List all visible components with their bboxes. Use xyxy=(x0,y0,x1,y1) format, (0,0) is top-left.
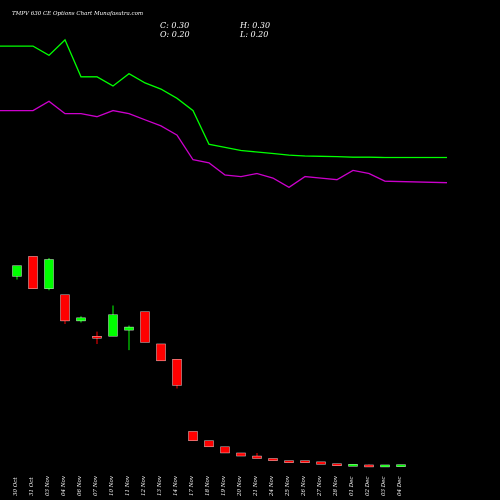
candle-11 xyxy=(188,431,198,441)
x-tick-label: 01 Dec xyxy=(349,476,355,497)
candle-0 xyxy=(12,265,22,280)
candle-6 xyxy=(108,305,118,337)
candle-14 xyxy=(236,452,246,457)
x-tick-label: 20 Nov xyxy=(237,476,243,496)
x-tick-label: 11 Nov xyxy=(125,476,131,496)
x-tick-label: 04 Nov xyxy=(61,476,67,496)
x-tick-label: 10 Nov xyxy=(109,476,115,496)
candle-10 xyxy=(172,359,182,389)
candle-body xyxy=(92,336,102,339)
candle-21 xyxy=(348,464,358,467)
x-tick-label: 12 Nov xyxy=(141,476,147,496)
candle-body xyxy=(124,326,134,331)
candle-body xyxy=(204,440,214,448)
x-tick-label: 28 Nov xyxy=(333,476,339,496)
candle-body xyxy=(108,314,118,337)
chart-title: TMPV 630 CE Options Chart Munafasutra.co… xyxy=(12,11,144,17)
candle-body xyxy=(172,359,182,386)
x-tick-label: 24 Nov xyxy=(269,476,275,496)
x-tick-label: 26 Nov xyxy=(301,476,307,496)
candle-body xyxy=(60,294,70,322)
candle-body xyxy=(188,431,198,441)
candle-9 xyxy=(156,343,166,362)
candle-body xyxy=(396,464,406,467)
candle-body xyxy=(284,460,294,463)
x-tick-label: 17 Nov xyxy=(189,476,195,496)
candle-body xyxy=(140,311,150,343)
x-tick-label: 07 Nov xyxy=(93,476,99,496)
candle-16 xyxy=(268,458,278,461)
candle-body xyxy=(44,259,54,289)
candle-body xyxy=(12,265,22,277)
open-label: O: 0.20 xyxy=(160,30,190,39)
candle-body xyxy=(300,460,310,463)
candle-4 xyxy=(76,316,86,323)
candle-17 xyxy=(284,460,294,463)
candle-body xyxy=(220,446,230,454)
x-tick-label: 14 Nov xyxy=(173,476,179,496)
candle-24 xyxy=(396,464,406,467)
series-line-1 xyxy=(0,100,448,189)
candle-body xyxy=(268,458,278,461)
candle-3 xyxy=(60,294,70,324)
candle-22 xyxy=(364,464,374,468)
candle-body xyxy=(348,464,358,467)
x-tick-label: 31 Oct xyxy=(29,477,35,496)
candle-13 xyxy=(220,446,230,454)
candle-15 xyxy=(252,452,262,459)
x-tick-label: 02 Dec xyxy=(365,476,371,497)
candle-body xyxy=(380,464,390,468)
x-tick-label: 03 Nov xyxy=(45,476,51,496)
candle-12 xyxy=(204,440,214,448)
candle-body xyxy=(332,463,342,466)
x-tick-label: 06 Nov xyxy=(77,476,83,496)
candle-19 xyxy=(316,461,326,465)
x-tick-label: 19 Nov xyxy=(221,476,227,496)
candle-1 xyxy=(28,256,38,289)
candle-2 xyxy=(44,257,54,291)
candle-body xyxy=(76,317,86,322)
close-label: C: 0.30 xyxy=(160,21,190,30)
candle-body xyxy=(236,452,246,457)
candle-8 xyxy=(140,311,150,343)
x-tick-label: 21 Nov xyxy=(253,476,259,496)
candle-body xyxy=(252,455,262,459)
candle-body xyxy=(28,256,38,289)
candle-23 xyxy=(380,464,390,468)
candle-body xyxy=(156,343,166,362)
candle-7 xyxy=(124,325,134,351)
x-tick-label: 13 Nov xyxy=(157,476,163,496)
candle-body xyxy=(364,464,374,468)
low-label: L: 0.20 xyxy=(240,30,269,39)
x-tick-label: 03 Dec xyxy=(381,476,387,497)
candle-body xyxy=(316,461,326,465)
x-tick-label: 25 Nov xyxy=(285,476,291,496)
candle-5 xyxy=(92,331,102,344)
x-tick-label: 27 Nov xyxy=(317,476,323,496)
candle-18 xyxy=(300,460,310,463)
candle-20 xyxy=(332,463,342,466)
x-tick-label: 30 Oct xyxy=(13,477,19,496)
series-line-0 xyxy=(0,38,447,159)
x-tick-label: 18 Nov xyxy=(205,476,211,496)
high-label: H: 0.30 xyxy=(240,21,271,30)
x-tick-label: 04 Dec xyxy=(397,476,403,497)
